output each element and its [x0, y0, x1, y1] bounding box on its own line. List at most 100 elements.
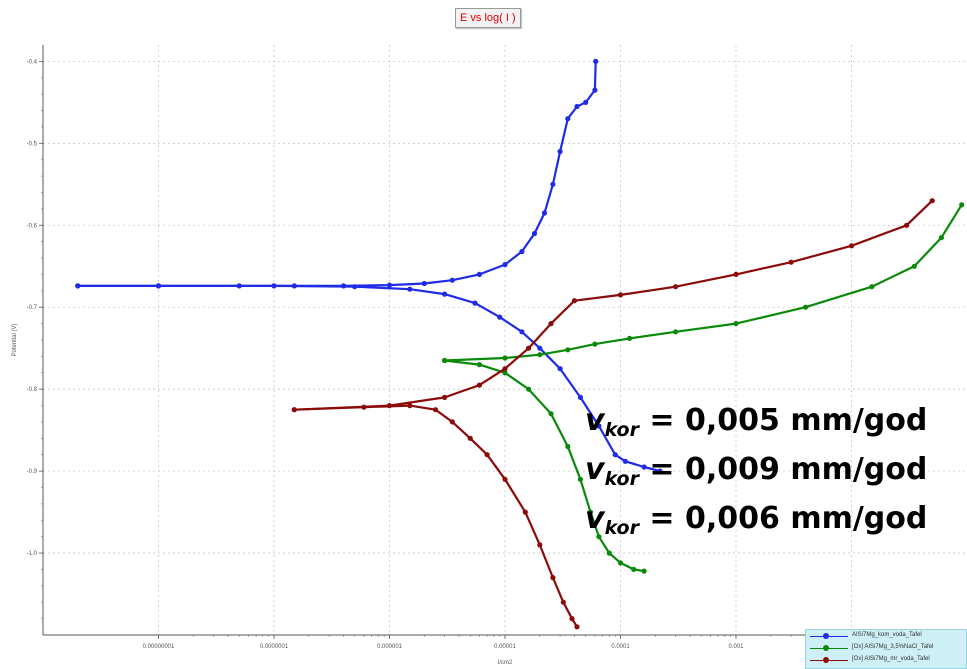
x-tick-label: 0.0001	[611, 644, 630, 650]
data-point	[526, 345, 532, 351]
data-point	[627, 335, 633, 341]
data-point	[407, 286, 413, 292]
data-point	[442, 394, 448, 400]
y-tick-label: -0.6	[27, 223, 38, 229]
y-tick-label: -1.0	[27, 551, 38, 557]
data-point	[641, 464, 647, 470]
data-point	[537, 345, 543, 351]
data-point	[617, 292, 624, 298]
data-point	[548, 411, 554, 417]
data-point	[519, 248, 525, 255]
legend-item[interactable]: AISi7Mg_kom_voda_Tafel	[806, 630, 966, 642]
data-point	[587, 509, 594, 515]
y-axis-title: Potential (V)	[12, 323, 18, 356]
data-point	[421, 280, 427, 287]
series-layer	[75, 58, 965, 630]
legend-label: AISi7Mg_kom_voda_Tafel	[852, 632, 922, 638]
data-point	[537, 542, 543, 548]
data-point	[537, 352, 543, 358]
data-point	[548, 321, 554, 327]
annotation-text: = 0,009 mm/god	[638, 452, 928, 487]
annotation-green: vkor = 0,009 mm/god	[585, 455, 927, 489]
data-point	[526, 386, 532, 392]
data-point	[617, 560, 624, 566]
data-point	[550, 575, 556, 581]
x-tick-label: 0.00001	[494, 644, 516, 650]
data-point	[596, 534, 602, 540]
data-point	[407, 403, 413, 409]
data-point	[442, 357, 448, 364]
data-point	[155, 283, 162, 289]
legend-line	[810, 660, 848, 661]
data-point	[959, 202, 965, 208]
data-point	[869, 284, 875, 290]
x-tick-label: 0.00000001	[143, 644, 175, 650]
data-point	[565, 116, 571, 122]
data-point	[802, 304, 809, 310]
x-tick-label: 0.000001	[377, 644, 403, 650]
annotation-text: = 0,006 mm/god	[638, 501, 928, 536]
data-point	[75, 283, 81, 289]
x-axis-title: I/cm2	[498, 660, 513, 666]
data-point	[904, 222, 910, 228]
data-point	[484, 452, 490, 458]
x-tick-label: 0.0000001	[260, 644, 289, 650]
legend-marker-icon	[823, 633, 829, 639]
data-point	[497, 314, 503, 320]
data-point	[733, 321, 739, 327]
data-point	[565, 347, 571, 353]
legend-item[interactable]: [Ox] AISi7Mg_mr_voda_Tafel	[806, 654, 966, 666]
data-point	[673, 284, 679, 290]
data-point	[531, 230, 538, 237]
data-point	[467, 435, 473, 441]
data-point	[449, 419, 455, 425]
data-point	[673, 329, 679, 335]
data-point	[583, 99, 589, 105]
data-point	[522, 509, 528, 515]
data-point	[271, 283, 277, 289]
data-point	[386, 282, 393, 288]
annotation-sub: kor	[604, 517, 639, 539]
data-point	[291, 407, 297, 413]
annotation-red: vkor = 0,006 mm/god	[585, 504, 927, 538]
data-point	[569, 616, 575, 622]
data-point	[574, 624, 580, 630]
x-tick-label: 0.001	[728, 644, 744, 650]
legend-label: [Ox] AISi7Mg_mr_voda_Tafel	[852, 656, 930, 662]
y-tick-label: -0.9	[27, 469, 38, 475]
series-2-cathodic-line	[294, 404, 578, 628]
data-point	[361, 404, 367, 410]
legend-line	[810, 648, 848, 649]
chart-title-button[interactable]: E vs log( I )	[455, 8, 521, 28]
data-point	[641, 568, 647, 574]
data-point	[631, 566, 637, 573]
data-point	[577, 476, 584, 482]
data-point	[476, 362, 482, 368]
grid	[43, 45, 967, 635]
data-point	[519, 329, 525, 335]
legend-marker-icon	[823, 645, 829, 651]
data-point	[596, 423, 602, 429]
data-point	[565, 443, 571, 450]
annotation-v: v	[585, 452, 605, 487]
data-point	[476, 382, 482, 388]
annotation-v: v	[585, 501, 605, 536]
data-point	[593, 58, 599, 64]
data-point	[557, 148, 563, 155]
data-point	[848, 243, 855, 249]
y-tick-label: -0.5	[27, 141, 38, 147]
annotation-v: v	[585, 403, 605, 438]
data-point	[592, 341, 598, 347]
data-point	[622, 458, 628, 464]
legend-item[interactable]: [Ox] AISi7Mg_3,5%NaCl_Tafel	[806, 642, 966, 654]
legend[interactable]: AISi7Mg_kom_voda_Tafel [Ox] AISi7Mg_3,5%…	[805, 629, 967, 669]
legend-line	[810, 636, 848, 637]
data-point	[476, 271, 482, 277]
data-point	[788, 259, 794, 265]
data-point	[550, 181, 556, 187]
data-point	[577, 394, 584, 400]
annotation-sub: kor	[604, 468, 639, 490]
data-point	[571, 298, 578, 304]
data-point	[502, 355, 508, 361]
